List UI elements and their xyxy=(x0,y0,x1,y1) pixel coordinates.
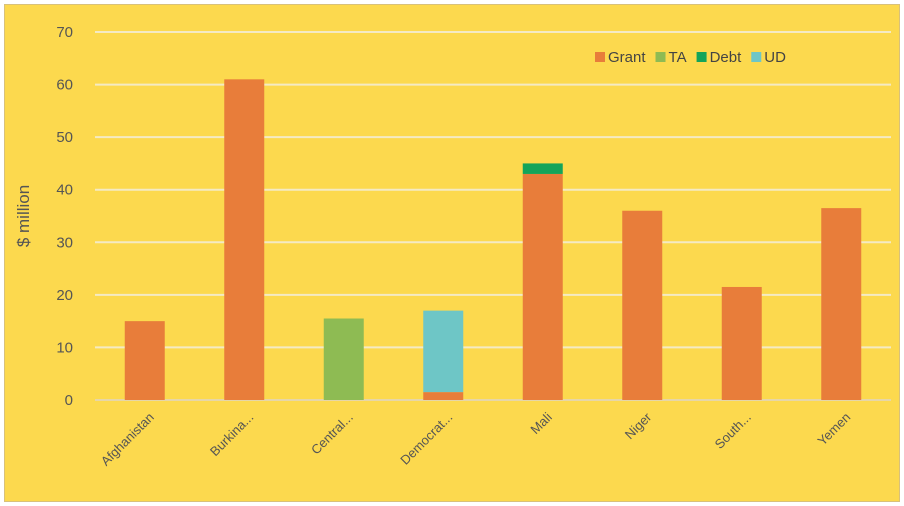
bar-segment xyxy=(124,321,165,400)
bars xyxy=(124,79,862,401)
legend-swatch xyxy=(655,52,666,62)
x-category-label: Mali xyxy=(527,409,555,437)
x-category-label: South... xyxy=(712,410,754,452)
legend-label: Debt xyxy=(710,49,743,66)
x-category-label: Yemen xyxy=(814,410,853,449)
y-tick-label: 40 xyxy=(56,182,73,199)
bar-segment xyxy=(224,79,265,401)
bar-segment xyxy=(423,310,464,393)
y-tick-label: 60 xyxy=(56,77,73,94)
y-tick-label: 10 xyxy=(56,339,73,356)
x-category-label: Burkina... xyxy=(207,410,256,459)
bar-segment xyxy=(721,286,762,400)
y-tick-label: 70 xyxy=(56,24,73,41)
x-axis-categories: Afghanistan Burkina... Central... Democrat.… xyxy=(98,409,854,469)
bar-segment xyxy=(522,173,563,400)
x-category-label: Central... xyxy=(308,410,356,458)
y-axis-ticks: 0 10 20 30 40 50 60 70 xyxy=(56,24,73,409)
legend-swatch xyxy=(595,52,605,62)
bar-segment xyxy=(622,210,663,400)
stacked-bar-chart: 0 10 20 30 40 50 60 70 Afghanistan Burkina... Cen… xyxy=(14,24,891,469)
legend-swatch xyxy=(751,52,762,62)
bar-segment xyxy=(821,208,862,400)
x-category-label: Afghanistan xyxy=(98,410,157,469)
legend-swatch xyxy=(696,52,707,62)
x-category-label: Niger xyxy=(622,409,655,442)
y-tick-label: 0 xyxy=(65,392,73,409)
legend-label: UD xyxy=(764,49,786,66)
bar-segment xyxy=(423,392,464,400)
y-tick-label: 50 xyxy=(56,129,73,146)
y-axis-title: $ million xyxy=(14,185,33,247)
chart-area: 0 10 20 30 40 50 60 70 Afghanistan Burkina... Cen… xyxy=(4,4,900,502)
x-category-label: Democrat... xyxy=(397,410,455,468)
bar-segment xyxy=(323,318,364,400)
legend-label: Grant xyxy=(608,49,646,66)
gridlines xyxy=(95,31,891,401)
bar-segment xyxy=(522,163,563,174)
legend: Grant TA Debt UD xyxy=(595,49,786,66)
y-tick-label: 20 xyxy=(56,287,73,304)
y-tick-label: 30 xyxy=(56,234,73,251)
legend-label: TA xyxy=(669,49,687,66)
